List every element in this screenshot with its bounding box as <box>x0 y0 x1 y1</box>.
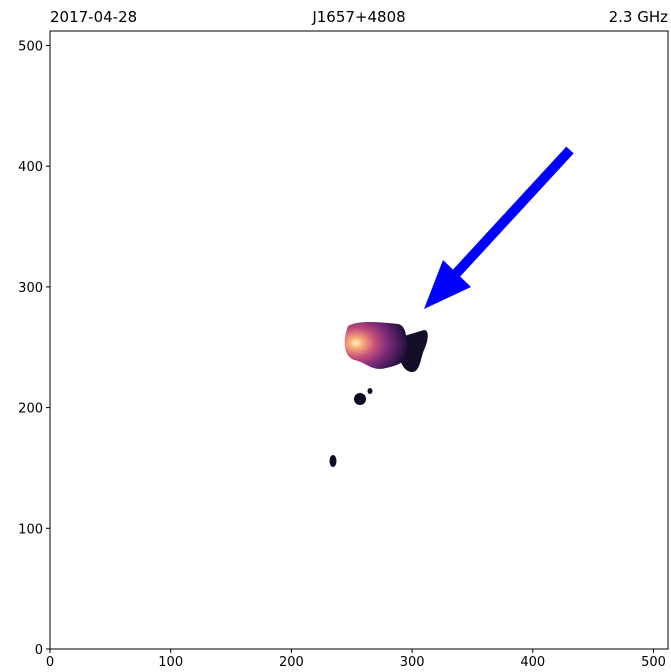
y-tick-label: 500 <box>18 39 43 54</box>
x-tick-label: 100 <box>158 655 183 670</box>
x-tick-label: 200 <box>279 655 304 670</box>
x-tick-label: 500 <box>641 655 666 670</box>
y-tick-label: 100 <box>18 522 43 537</box>
frequency-label: 2.3 GHz <box>609 8 669 26</box>
x-tick-label: 400 <box>520 655 545 670</box>
x-tick-label: 300 <box>400 655 425 670</box>
date-label: 2017-04-28 <box>50 8 137 26</box>
chart: 2017-04-28 J1657+4808 2.3 GHz 0 100 200 300… <box>0 0 671 672</box>
y-tick-label: 200 <box>18 402 43 417</box>
y-tick-label: 300 <box>18 281 43 296</box>
chart-title: J1657+4808 <box>311 8 405 26</box>
y-tick-label: 400 <box>18 160 43 175</box>
y-tick-label: 0 <box>35 643 43 658</box>
x-tick-label: 0 <box>46 655 54 670</box>
